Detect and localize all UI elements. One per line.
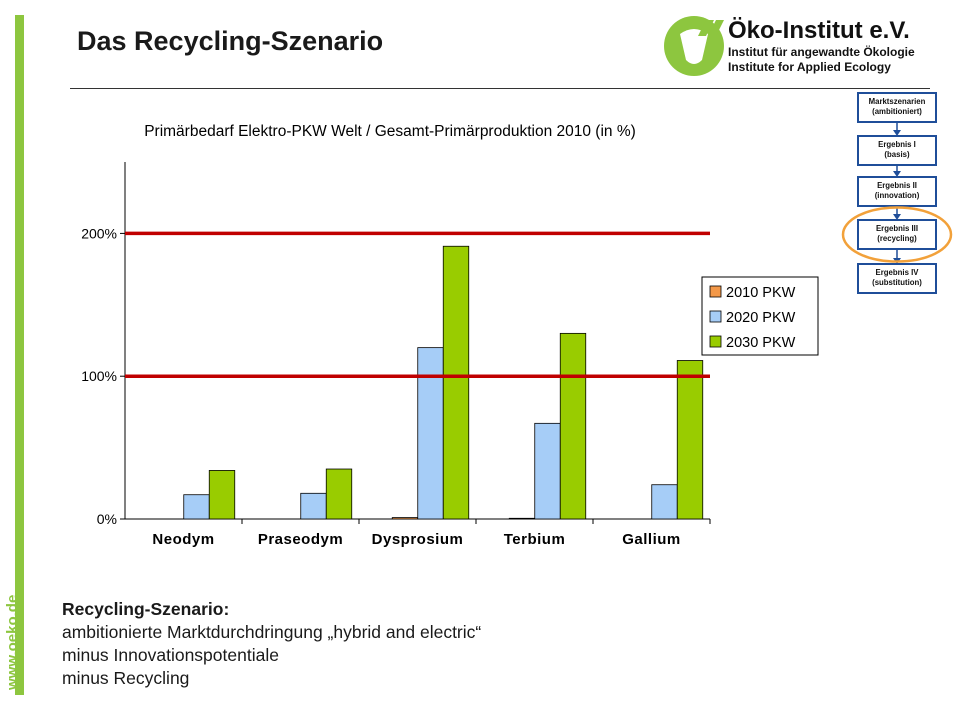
logo-name: Öko-Institut e.V. — [728, 17, 910, 44]
bar-chart: Primärbedarf Elektro-PKW Welt / Gesamt-P… — [81, 123, 819, 548]
y-tick-label: 100% — [81, 368, 117, 384]
oeko-institut-logo: Öko-Institut e.V. Institut für angewandt… — [664, 16, 915, 76]
x-tick-label: Praseodym — [258, 531, 343, 548]
y-tick-label: 0% — [97, 511, 117, 527]
logo-line2: Institute for Applied Ecology — [728, 60, 891, 74]
footer-line-3: minus Recycling — [62, 668, 190, 688]
footer-text: Recycling-Szenario: ambitionierte Marktd… — [62, 598, 481, 690]
flow-box-label: (substitution) — [872, 278, 922, 287]
bar — [183, 494, 210, 520]
scenario-flow-diagram: Marktszenarien(ambitioniert) Ergebnis I(b… — [841, 92, 953, 294]
legend-swatch — [709, 310, 722, 323]
logo-leaf-icon — [664, 16, 724, 76]
x-tick-label: Gallium — [622, 531, 681, 548]
bar — [208, 470, 236, 520]
x-tick-label: Neodym — [152, 531, 214, 548]
flow-box-label: Ergebnis III — [876, 224, 918, 233]
bar — [442, 245, 470, 520]
bar — [417, 347, 444, 520]
flow-box-label: Ergebnis II — [877, 181, 917, 190]
bar — [508, 517, 536, 520]
plot-area: 0% 100% 200% Neodym Praseodym Dysprosium Terbi… — [81, 162, 711, 548]
logo-line1: Institut für angewandte Ökologie — [728, 44, 915, 59]
bar — [651, 484, 678, 520]
bar — [676, 360, 704, 520]
x-tick-label: Dysprosium — [372, 531, 464, 548]
bar — [391, 517, 419, 520]
flow-box-label: Marktszenarien — [869, 97, 926, 106]
flow-box-label: (innovation) — [875, 191, 920, 200]
flow-arrow-head — [893, 214, 901, 220]
flow-box — [857, 135, 937, 166]
flow-arrow-head — [893, 171, 901, 177]
flow-box — [857, 263, 937, 294]
legend-label: 2010 PKW — [726, 285, 796, 301]
legend-swatch — [709, 335, 722, 348]
legend-label: 2030 PKW — [726, 335, 796, 351]
bar — [534, 422, 561, 520]
flow-box — [857, 92, 937, 123]
flow-box-label: Ergebnis I — [878, 140, 916, 149]
flow-arrow-head — [893, 130, 901, 136]
flow-box-label: (basis) — [884, 150, 910, 159]
legend-label: 2020 PKW — [726, 310, 796, 326]
flow-box-label: Ergebnis IV — [876, 268, 920, 277]
page-title: Das Recycling-Szenario — [77, 26, 384, 56]
chart-title: Primärbedarf Elektro-PKW Welt / Gesamt-P… — [144, 123, 636, 140]
title-divider — [70, 88, 930, 89]
x-tick-label: Terbium — [504, 531, 566, 548]
flow-box — [857, 176, 937, 207]
bar — [325, 468, 353, 520]
highlight-circle — [841, 206, 953, 263]
y-tick-label: 200% — [81, 225, 117, 241]
flow-box-label: (recycling) — [877, 234, 917, 243]
bar — [559, 332, 587, 520]
footer-line-2: minus Innovationspotentiale — [62, 645, 279, 665]
legend-swatch — [709, 285, 722, 298]
side-url-text: www.oeko.de — [4, 594, 21, 690]
footer-heading: Recycling-Szenario: — [62, 599, 230, 619]
bar — [300, 492, 327, 520]
footer-line-1: ambitionierte Marktdurchdringung „hybrid… — [62, 622, 482, 642]
side-accent-bar — [15, 15, 24, 695]
chart-legend: 2010 PKW 2020 PKW 2030 PKW — [701, 276, 819, 356]
flow-box-label: (ambitioniert) — [872, 107, 922, 116]
